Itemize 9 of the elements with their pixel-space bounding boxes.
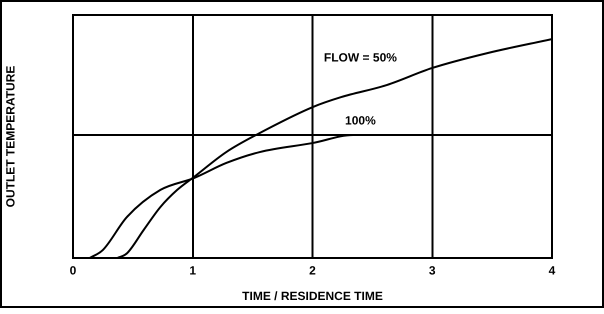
x-tick-label: 2 [309,264,316,278]
series-label: FLOW = 50% [324,50,398,64]
series-label: 100% [345,113,376,128]
x-tick-label: 1 [189,264,196,278]
x-tick-label: 4 [548,264,556,278]
x-tick-label: 0 [70,264,77,278]
y-axis-title: OUTLET TEMPERATURE [4,66,18,208]
x-axis-title: TIME / RESIDENCE TIME [242,289,383,304]
x-tick-label: 3 [428,264,436,278]
